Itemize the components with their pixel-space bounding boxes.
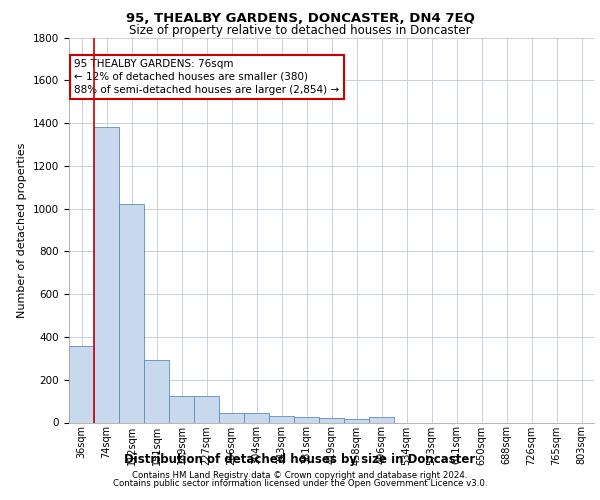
Bar <box>69 346 94 422</box>
Text: Contains HM Land Registry data © Crown copyright and database right 2024.: Contains HM Land Registry data © Crown c… <box>132 471 468 480</box>
Bar <box>344 418 369 422</box>
Text: 95 THEALBY GARDENS: 76sqm
← 12% of detached houses are smaller (380)
88% of semi: 95 THEALBY GARDENS: 76sqm ← 12% of detac… <box>74 58 340 95</box>
Bar <box>144 360 169 422</box>
Bar <box>269 416 294 422</box>
Bar <box>294 417 319 422</box>
Bar <box>194 396 219 422</box>
Bar <box>119 204 144 422</box>
Bar <box>369 417 394 422</box>
Bar <box>219 413 244 422</box>
Bar <box>169 396 194 422</box>
Bar <box>94 128 119 422</box>
Bar <box>319 418 344 422</box>
Bar <box>244 413 269 422</box>
Text: Size of property relative to detached houses in Doncaster: Size of property relative to detached ho… <box>129 24 471 37</box>
Text: 95, THEALBY GARDENS, DONCASTER, DN4 7EQ: 95, THEALBY GARDENS, DONCASTER, DN4 7EQ <box>125 12 475 24</box>
Y-axis label: Number of detached properties: Number of detached properties <box>17 142 28 318</box>
Text: Distribution of detached houses by size in Doncaster: Distribution of detached houses by size … <box>124 453 476 466</box>
Text: Contains public sector information licensed under the Open Government Licence v3: Contains public sector information licen… <box>113 478 487 488</box>
